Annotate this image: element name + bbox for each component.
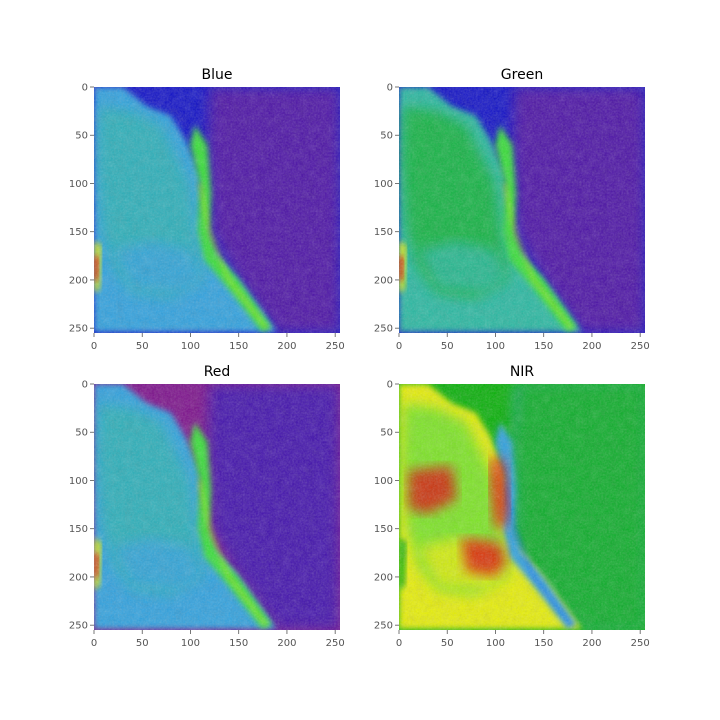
x-tick-label: 250 (326, 638, 345, 649)
panel-title-nir: NIR (510, 364, 535, 380)
x-tick-label: 100 (181, 638, 200, 649)
y-tick-label: 100 (69, 179, 88, 190)
x-tick-label: 250 (631, 638, 650, 649)
y-tick-label: 250 (69, 324, 88, 335)
x-tick-label: 150 (534, 341, 553, 352)
x-tick-label: 0 (396, 638, 402, 649)
panel-title-green: Green (501, 67, 543, 83)
y-tick-label: 200 (374, 275, 393, 286)
texture-coarse (399, 384, 645, 630)
x-tick-label: 0 (91, 638, 97, 649)
y-tick-label: 50 (380, 131, 393, 142)
x-tick-label: 200 (582, 638, 601, 649)
y-tick-label: 200 (374, 572, 393, 583)
y-tick-label: 100 (374, 476, 393, 487)
x-tick-label: 150 (229, 638, 248, 649)
texture-coarse (399, 87, 645, 333)
x-tick-label: 150 (229, 341, 248, 352)
y-tick-label: 50 (380, 428, 393, 439)
x-tick-label: 200 (277, 638, 296, 649)
y-tick-label: 250 (374, 621, 393, 632)
texture-coarse (94, 384, 340, 630)
y-tick-label: 250 (69, 621, 88, 632)
y-tick-label: 50 (75, 428, 88, 439)
heatmap-image-nir (399, 384, 645, 630)
x-tick-label: 0 (396, 341, 402, 352)
y-tick-label: 150 (69, 227, 88, 238)
y-tick-label: 200 (69, 275, 88, 286)
heatmap-image-green (399, 87, 645, 333)
x-tick-label: 100 (486, 638, 505, 649)
x-tick-label: 50 (441, 638, 454, 649)
x-tick-label: 200 (582, 341, 601, 352)
texture-coarse (94, 87, 340, 333)
y-tick-label: 200 (69, 572, 88, 583)
panel-title-blue: Blue (202, 67, 233, 83)
y-tick-label: 250 (374, 324, 393, 335)
y-tick-label: 0 (82, 380, 88, 391)
x-tick-label: 200 (277, 341, 296, 352)
panel-title-red: Red (204, 364, 231, 380)
x-tick-label: 250 (631, 341, 650, 352)
y-tick-label: 150 (374, 524, 393, 535)
x-tick-label: 150 (534, 638, 553, 649)
x-tick-label: 100 (181, 341, 200, 352)
heatmap-image-blue (94, 87, 340, 333)
y-tick-label: 0 (387, 380, 393, 391)
x-tick-label: 50 (441, 341, 454, 352)
x-tick-label: 50 (136, 341, 149, 352)
y-tick-label: 150 (69, 524, 88, 535)
x-tick-label: 100 (486, 341, 505, 352)
heatmap-image-red (94, 384, 340, 630)
y-tick-label: 50 (75, 131, 88, 142)
y-tick-label: 0 (387, 83, 393, 94)
y-tick-label: 100 (374, 179, 393, 190)
x-tick-label: 0 (91, 341, 97, 352)
x-tick-label: 250 (326, 341, 345, 352)
y-tick-label: 100 (69, 476, 88, 487)
y-tick-label: 150 (374, 227, 393, 238)
y-tick-label: 0 (82, 83, 88, 94)
x-tick-label: 50 (136, 638, 149, 649)
